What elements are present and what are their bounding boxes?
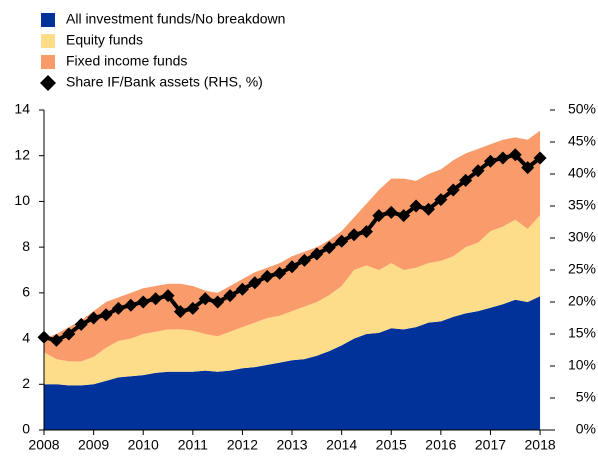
marker: [260, 269, 274, 283]
marker: [248, 276, 262, 290]
x-tick-label: 2013: [276, 437, 307, 453]
y2-tick-label: 40%: [568, 165, 596, 181]
marker: [273, 266, 287, 280]
marker: [384, 205, 398, 219]
marker: [397, 209, 411, 223]
marker: [421, 202, 435, 216]
x-tick-label: 2012: [227, 437, 258, 453]
x-tick-label: 2010: [128, 437, 159, 453]
y-tick-label: 10: [14, 192, 30, 208]
marker: [223, 289, 237, 303]
y-tick-label: 6: [22, 284, 30, 300]
marker: [533, 151, 547, 165]
marker: [37, 330, 51, 344]
x-tick-label: 2008: [28, 437, 59, 453]
marker: [285, 260, 299, 274]
x-tick-label: 2016: [425, 437, 456, 453]
area: [44, 130, 541, 362]
marker: [124, 298, 138, 312]
marker: [434, 193, 448, 207]
marker: [347, 228, 361, 242]
y-tick-label: 4: [22, 329, 30, 345]
x-tick-label: 2015: [376, 437, 407, 453]
y-tick-label: 0: [22, 421, 30, 437]
marker: [74, 317, 88, 331]
marker: [87, 311, 101, 325]
marker: [471, 164, 485, 178]
marker: [49, 333, 63, 347]
marker: [359, 225, 373, 239]
marker: [335, 234, 349, 248]
marker: [161, 289, 175, 303]
y2-tick-label: 15%: [568, 325, 596, 341]
marker: [372, 209, 386, 223]
marker: [322, 241, 336, 255]
y2-tick-label: 0%: [576, 421, 596, 437]
legend-label: Fixed income funds: [66, 53, 187, 69]
marker: [99, 308, 113, 322]
marker: [235, 282, 249, 296]
marker: [198, 292, 212, 306]
legend-swatch: [41, 34, 55, 48]
marker: [496, 151, 510, 165]
y2-tick-label: 25%: [568, 261, 596, 277]
marker: [409, 199, 423, 213]
y-tick-label: 14: [14, 101, 30, 117]
legend-label: Equity funds: [66, 32, 143, 48]
y2-tick-label: 45%: [568, 133, 596, 149]
marker: [297, 253, 311, 267]
y-tick-label: 12: [14, 146, 30, 162]
legend-marker: [40, 75, 56, 91]
y2-tick-label: 50%: [568, 101, 596, 117]
area: [44, 296, 541, 430]
y-tick-label: 8: [22, 238, 30, 254]
marker: [521, 161, 535, 175]
marker: [111, 301, 125, 315]
marker: [310, 247, 324, 261]
legend-swatch: [41, 13, 55, 27]
marker: [62, 327, 76, 341]
marker: [459, 173, 473, 187]
x-tick-label: 2014: [326, 437, 357, 453]
marker: [136, 295, 150, 309]
area: [44, 215, 541, 386]
legend-swatch: [41, 55, 55, 69]
marker: [186, 301, 200, 315]
marker: [508, 148, 522, 162]
legend-label: All investment funds/No breakdown: [66, 11, 285, 27]
legend-label: Share IF/Bank assets (RHS, %): [66, 74, 263, 90]
marker: [446, 183, 460, 197]
marker: [483, 154, 497, 168]
marker: [149, 292, 163, 306]
marker: [211, 295, 225, 309]
x-tick-label: 2011: [178, 437, 208, 453]
marker: [173, 305, 187, 319]
x-tick-label: 2017: [475, 437, 506, 453]
y-tick-label: 2: [22, 375, 30, 391]
y2-tick-label: 10%: [568, 357, 596, 373]
y2-tick-label: 30%: [568, 229, 596, 245]
y2-tick-label: 35%: [568, 197, 596, 213]
x-tick-label: 2018: [525, 437, 556, 453]
x-tick-label: 2009: [78, 437, 109, 453]
y2-tick-label: 20%: [568, 293, 596, 309]
y2-tick-label: 5%: [576, 389, 596, 405]
